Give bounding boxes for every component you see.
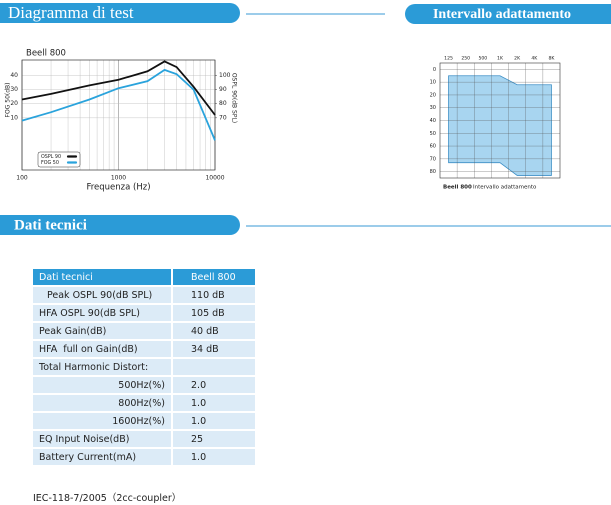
header-pill xyxy=(405,4,611,24)
x-tick-label: 250 xyxy=(461,56,470,62)
header-pill xyxy=(0,215,240,235)
caption: Intervallo adattamento xyxy=(473,185,537,191)
section-title: Diagramma di test xyxy=(8,3,134,22)
y-tick-label: 10 xyxy=(430,80,436,86)
y-tick-label: 60 xyxy=(430,144,436,150)
cell: Peak Gain(dB) xyxy=(33,323,171,339)
cell: 110 dB xyxy=(173,287,255,303)
y-tick-label: 40 xyxy=(10,72,18,79)
cell: 34 dB xyxy=(173,341,255,357)
spec-table: Dati tecnici Beell 800 Peak OSPL 90(dB SP… xyxy=(31,267,257,467)
y-tick-label: 70 xyxy=(430,156,436,162)
cell: 25 xyxy=(173,431,255,447)
fitting-range xyxy=(448,75,552,176)
table-header: Beell 800 xyxy=(173,269,255,285)
y-axis-label: FOG 50(dB) xyxy=(5,83,12,118)
y2-tick-label: 70 xyxy=(219,114,227,121)
x-tick-label: 1000 xyxy=(111,175,126,182)
cell: 1600Hz(%) xyxy=(33,413,171,429)
series-line xyxy=(21,60,216,116)
y-tick-label: 30 xyxy=(430,105,436,111)
y2-axis-label: OSPL 90(dB SPL) xyxy=(231,73,238,123)
y-tick-label: 20 xyxy=(430,92,436,98)
caption-bold: Beell 800 xyxy=(443,185,472,191)
cell: Peak OSPL 90(dB SPL) xyxy=(33,287,171,303)
y2-tick-label: 80 xyxy=(219,100,227,107)
y-tick-label: 20 xyxy=(10,100,18,107)
x-tick-label: 100 xyxy=(16,175,28,182)
x-tick-label: 2K xyxy=(514,56,521,62)
cell: 1.0 xyxy=(173,395,255,411)
footnote: IEC-118-7/2005（2cc-coupler） xyxy=(33,493,182,504)
y2-tick-label: 90 xyxy=(219,86,227,93)
x-tick-label: 10000 xyxy=(205,175,224,182)
cell: HFA full on Gain(dB) xyxy=(33,341,171,357)
cell: Battery Current(mA) xyxy=(33,449,171,465)
section-title: Intervallo adattamento xyxy=(433,7,571,22)
x-tick-label: 1K xyxy=(497,56,504,62)
cell: EQ Input Noise(dB) xyxy=(33,431,171,447)
y-tick-label: 0 xyxy=(433,67,436,73)
plot-frame xyxy=(439,62,561,179)
y-tick-label: 80 xyxy=(430,169,436,175)
x-tick-label: 8K xyxy=(548,56,555,62)
x-tick-label: 4K xyxy=(531,56,538,62)
cell: 500Hz(%) xyxy=(33,377,171,393)
y-tick-label: 50 xyxy=(430,131,436,137)
cell: 40 dB xyxy=(173,323,255,339)
legend-label: OSPL 90 xyxy=(41,154,61,160)
x-tick-label: 500 xyxy=(478,56,487,62)
y-tick-label: 10 xyxy=(10,114,18,121)
cell: Total Harmonic Distort: xyxy=(33,359,171,375)
cell: 800Hz(%) xyxy=(33,395,171,411)
y-tick-label: 40 xyxy=(430,118,436,124)
cell xyxy=(173,359,255,375)
chart-title: Beell 800 xyxy=(26,49,66,59)
cell: 2.0 xyxy=(173,377,255,393)
cell: 105 dB xyxy=(173,305,255,321)
section-title: Dati tecnici xyxy=(14,217,87,233)
cell: HFA OSPL 90(dB SPL) xyxy=(33,305,171,321)
x-axis-label: Frequenza (Hz) xyxy=(86,183,150,193)
series-line xyxy=(21,68,216,141)
legend-label: FOG 50 xyxy=(41,160,59,166)
y-tick-label: 30 xyxy=(10,86,18,93)
x-tick-label: 125 xyxy=(444,56,453,62)
cell: 1.0 xyxy=(173,449,255,465)
cell: 1.0 xyxy=(173,413,255,429)
table-header: Dati tecnici xyxy=(33,269,171,285)
y2-tick-label: 100 xyxy=(219,72,231,79)
header-pill xyxy=(0,3,240,23)
